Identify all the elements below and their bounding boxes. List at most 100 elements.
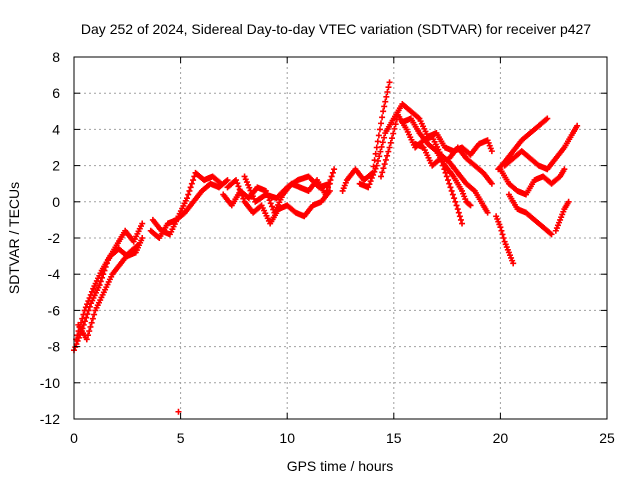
data-point-marker <box>446 180 453 187</box>
data-point-marker <box>368 175 375 182</box>
data-point-marker <box>459 220 466 227</box>
y-tick-label: 4 <box>52 121 60 137</box>
data-point-marker <box>378 143 385 150</box>
data-point-marker <box>445 177 452 184</box>
data-point-marker <box>561 166 568 173</box>
data-point-marker <box>381 161 388 168</box>
data-point-marker <box>510 260 517 267</box>
data-point-marker <box>187 184 194 191</box>
data-point-marker <box>243 179 250 186</box>
series-track-l <box>399 115 474 209</box>
data-point-marker <box>328 173 335 180</box>
data-point-marker <box>497 224 504 231</box>
data-point-marker <box>466 201 473 208</box>
data-point-marker <box>87 323 94 330</box>
data-point-marker <box>81 307 88 314</box>
data-point-marker <box>86 328 93 335</box>
data-point-marker <box>88 319 95 326</box>
y-tick-label: -10 <box>40 375 60 391</box>
data-point-marker <box>488 180 495 187</box>
data-point-marker <box>372 150 379 157</box>
data-point-marker <box>87 291 94 298</box>
data-point-marker <box>375 132 382 139</box>
y-tick-label: 2 <box>52 158 60 174</box>
data-point-marker <box>378 173 385 180</box>
data-point-marker <box>365 184 372 191</box>
data-point-marker <box>374 138 381 145</box>
data-point-marker <box>74 332 81 339</box>
data-point-marker <box>438 158 445 165</box>
data-point-marker <box>224 177 231 184</box>
data-point-marker <box>83 336 90 343</box>
x-tick-label: 0 <box>70 430 78 446</box>
data-point-marker <box>388 135 395 142</box>
data-point-marker <box>72 344 79 351</box>
data-point-marker <box>374 157 381 164</box>
data-point-marker <box>241 173 248 180</box>
data-point-marker <box>188 180 195 187</box>
series-track-h <box>241 173 333 205</box>
grid-lines <box>74 57 607 419</box>
x-axis-label: GPS time / hours <box>287 458 394 474</box>
data-point-marker <box>326 180 333 187</box>
data-point-marker <box>381 103 388 110</box>
data-point-marker <box>380 108 387 115</box>
data-point-marker <box>85 332 92 339</box>
data-point-marker <box>386 144 393 151</box>
data-point-marker <box>233 177 240 184</box>
data-point-marker <box>88 288 95 295</box>
y-axis-label: SDTVAR / TECUs <box>6 182 22 294</box>
data-point-marker <box>379 169 386 176</box>
data-point-marker <box>239 192 246 199</box>
data-point-marker <box>455 209 462 216</box>
data-point-marker <box>447 184 454 191</box>
y-tick-label: -4 <box>48 266 61 282</box>
data-point-marker <box>379 139 386 146</box>
data-point-marker <box>183 195 190 202</box>
data-point-marker <box>384 88 391 95</box>
series-track-i <box>339 79 393 194</box>
axis-ticks: 0 5 10 15 20 25 -12 -10 -8 -6 -4 -2 0 2 4 6 8 <box>40 49 615 446</box>
x-tick-label: 20 <box>493 430 509 446</box>
data-point-marker <box>134 242 141 249</box>
data-point-marker <box>329 169 336 176</box>
data-point-marker <box>498 227 505 234</box>
data-point-marker <box>91 311 98 318</box>
data-point-marker <box>392 121 399 128</box>
y-tick-label: -12 <box>40 411 60 427</box>
data-point-marker <box>79 315 86 322</box>
data-point-marker <box>85 298 92 305</box>
data-point-marker <box>442 169 449 176</box>
data-point-marker <box>366 181 373 188</box>
series-track-q <box>497 166 568 198</box>
data-point-marker <box>267 200 274 207</box>
data-point-marker <box>390 130 397 137</box>
data-point-marker <box>234 180 241 187</box>
data-point-marker <box>248 190 255 197</box>
data-point-marker <box>384 152 391 159</box>
data-point-marker <box>456 213 463 220</box>
data-point-marker <box>190 177 197 184</box>
data-point-marker <box>326 187 333 194</box>
data-point-marker <box>245 181 252 188</box>
data-point-marker <box>376 153 383 160</box>
data-point-marker <box>386 79 393 86</box>
data-point-marker <box>381 134 388 141</box>
data-point-marker <box>247 187 254 194</box>
data-point-marker <box>443 173 450 180</box>
data-point-marker <box>500 235 507 241</box>
data-point-marker <box>380 165 387 172</box>
data-point-marker <box>385 148 392 155</box>
data-point-marker <box>391 125 398 132</box>
chart-title: Day 252 of 2024, Sidereal Day-to-day VTE… <box>81 21 591 37</box>
data-point-marker <box>499 231 506 238</box>
data-point-marker <box>453 202 460 209</box>
data-point-marker <box>367 178 374 185</box>
series-track-m <box>412 140 466 227</box>
y-tick-label: -6 <box>48 302 61 318</box>
data-point-marker <box>488 148 495 155</box>
data-point-marker <box>86 294 93 301</box>
data-point-marker <box>96 282 103 289</box>
data-point-marker <box>240 195 247 202</box>
y-tick-label: -2 <box>48 230 61 246</box>
